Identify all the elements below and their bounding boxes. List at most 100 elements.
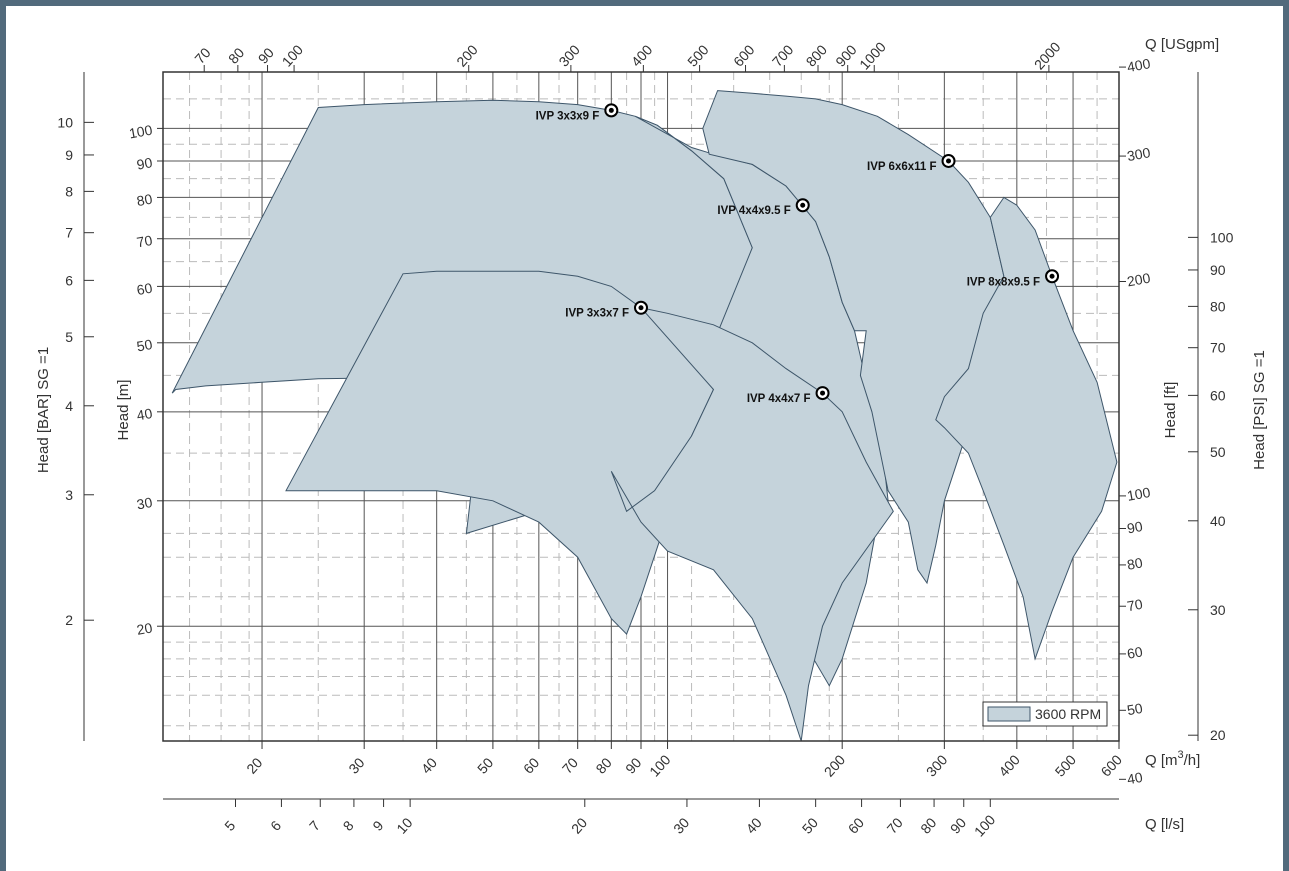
tick-label-x-ls: 10 bbox=[393, 814, 415, 836]
tick-label-y-m: 60 bbox=[135, 280, 153, 298]
tick-label-x-ls: 7 bbox=[306, 817, 323, 834]
tick-label-x-usgpm: 800 bbox=[803, 41, 831, 69]
tick-label-y-bar: 7 bbox=[65, 225, 73, 241]
tick-label-y-bar: 3 bbox=[65, 487, 73, 503]
tick-label-x-ls: 6 bbox=[267, 817, 284, 834]
pump-label: IVP 3x3x7 F bbox=[565, 308, 629, 320]
tick-label-x-usgpm: 700 bbox=[769, 41, 797, 69]
tick-label-y-ft: 40 bbox=[1126, 769, 1144, 787]
tick-label-x-usgpm: 500 bbox=[684, 41, 712, 69]
bep-marker-dot bbox=[800, 202, 806, 208]
legend-box bbox=[982, 701, 1108, 727]
tick-label-y-bar: 10 bbox=[57, 114, 73, 130]
tick-label-x-ls: 9 bbox=[369, 817, 386, 834]
pump-label: IVP 6x6x11 F bbox=[867, 161, 936, 173]
pump-region-ivp-4x4x7-f bbox=[610, 306, 894, 742]
bep-marker-dot bbox=[638, 305, 644, 311]
tick-label-x-m3h: 70 bbox=[559, 754, 581, 776]
tick-label-x-usgpm: 70 bbox=[191, 44, 213, 66]
tick-label-y-bar: 9 bbox=[65, 147, 73, 163]
tick-label-y-m: 80 bbox=[135, 191, 153, 209]
bep-marker-dot bbox=[820, 390, 826, 396]
tick-label-y-ft: 300 bbox=[1126, 144, 1152, 164]
tick-label-y-ft: 100 bbox=[1126, 484, 1152, 504]
bep-marker-dot bbox=[946, 158, 952, 164]
tick-label-y-psi: 50 bbox=[1210, 444, 1226, 460]
axis-title-y-bar: Head [BAR] SG =1 bbox=[35, 347, 52, 473]
tick-label-y-bar: 5 bbox=[65, 329, 73, 345]
axis-title-x-ls: Q [l/s] bbox=[1145, 816, 1184, 833]
pump-label: IVP 3x3x9 F bbox=[536, 110, 600, 122]
pump-label: IVP 4x4x7 F bbox=[747, 393, 811, 405]
axis-title-y-m: Head [m] bbox=[115, 380, 132, 441]
tick-label-x-ls: 70 bbox=[884, 814, 906, 836]
tick-label-y-psi: 80 bbox=[1210, 298, 1226, 314]
tick-label-x-m3h: 300 bbox=[923, 751, 951, 779]
tick-label-x-m3h: 500 bbox=[1052, 751, 1080, 779]
tick-label-y-m: 30 bbox=[135, 494, 153, 512]
tick-label-y-m: 70 bbox=[135, 232, 153, 250]
tick-label-x-m3h: 60 bbox=[520, 754, 542, 776]
tick-label-x-usgpm: 80 bbox=[225, 44, 247, 66]
tick-label-y-bar: 8 bbox=[65, 183, 73, 199]
bep-marker-dot bbox=[608, 107, 614, 113]
tick-label-x-ls: 5 bbox=[221, 817, 238, 834]
tick-label-x-m3h: 30 bbox=[345, 754, 367, 776]
tick-label-x-usgpm: 600 bbox=[730, 41, 758, 69]
tick-label-y-psi: 60 bbox=[1210, 387, 1226, 403]
tick-label-x-usgpm: 400 bbox=[628, 41, 656, 69]
tick-label-y-m: 100 bbox=[128, 122, 154, 142]
tick-label-x-usgpm: 200 bbox=[453, 41, 481, 69]
tick-label-x-m3h: 100 bbox=[646, 751, 674, 779]
tick-label-y-ft: 50 bbox=[1126, 700, 1144, 718]
tick-label-x-ls: 20 bbox=[568, 814, 590, 836]
tick-label-x-ls: 60 bbox=[845, 814, 867, 836]
tick-label-x-usgpm: 90 bbox=[255, 44, 277, 66]
tick-label-y-ft: 60 bbox=[1126, 643, 1144, 661]
tick-label-y-ft: 200 bbox=[1126, 270, 1152, 290]
tick-label-y-psi: 70 bbox=[1210, 340, 1226, 356]
pump-region-ivp-6x6x11-f bbox=[702, 90, 1005, 585]
tick-label-y-psi: 20 bbox=[1210, 727, 1226, 743]
bep-marker-dot bbox=[1049, 273, 1055, 279]
pump-label: IVP 8x8x9.5 F bbox=[967, 276, 1040, 288]
axis-title-x-m3h: Q [m3/h] bbox=[1145, 749, 1200, 769]
tick-label-y-m: 90 bbox=[135, 154, 153, 172]
axis-title-y-psi: Head [PSI] SG =1 bbox=[1251, 350, 1268, 470]
tick-label-y-m: 40 bbox=[135, 405, 153, 423]
tick-label-x-m3h: 80 bbox=[592, 754, 614, 776]
legend-label: 3600 RPM bbox=[1035, 706, 1101, 722]
tick-label-x-m3h: 40 bbox=[418, 754, 440, 776]
tick-label-x-usgpm: 100 bbox=[279, 41, 307, 69]
tick-label-x-ls: 40 bbox=[743, 814, 765, 836]
tick-label-x-usgpm: 2000 bbox=[1031, 39, 1064, 73]
tick-label-x-ls: 100 bbox=[971, 811, 999, 839]
tick-label-x-m3h: 400 bbox=[995, 751, 1023, 779]
pump-region-ivp-8x8x9-5-f bbox=[935, 196, 1118, 661]
tick-label-x-m3h: 200 bbox=[821, 751, 849, 779]
tick-label-y-m: 20 bbox=[135, 619, 153, 637]
legend-swatch bbox=[987, 706, 1031, 722]
tick-label-y-ft: 70 bbox=[1126, 596, 1144, 614]
axis-title-x-usgpm: Q [USgpm] bbox=[1145, 36, 1219, 53]
tick-label-x-ls: 30 bbox=[670, 814, 692, 836]
tick-label-x-usgpm: 1000 bbox=[856, 39, 889, 73]
tick-label-y-bar: 4 bbox=[65, 398, 73, 414]
tick-label-y-psi: 90 bbox=[1210, 262, 1226, 278]
tick-label-x-m3h: 50 bbox=[474, 754, 496, 776]
tick-label-y-ft: 80 bbox=[1126, 554, 1144, 572]
pump-label: IVP 4x4x9.5 F bbox=[717, 205, 790, 217]
tick-label-x-ls: 80 bbox=[917, 814, 939, 836]
tick-label-y-psi: 100 bbox=[1210, 229, 1234, 245]
tick-label-y-bar: 6 bbox=[65, 272, 73, 288]
tick-label-y-psi: 40 bbox=[1210, 513, 1226, 529]
tick-label-x-ls: 8 bbox=[340, 817, 357, 834]
tick-label-x-m3h: 600 bbox=[1098, 751, 1126, 779]
tick-label-x-m3h: 90 bbox=[622, 754, 644, 776]
tick-label-y-bar: 2 bbox=[65, 612, 73, 628]
tick-label-x-usgpm: 900 bbox=[832, 41, 860, 69]
tick-label-y-ft: 400 bbox=[1126, 55, 1152, 75]
axis-title-y-ft: Head [ft] bbox=[1162, 382, 1179, 439]
